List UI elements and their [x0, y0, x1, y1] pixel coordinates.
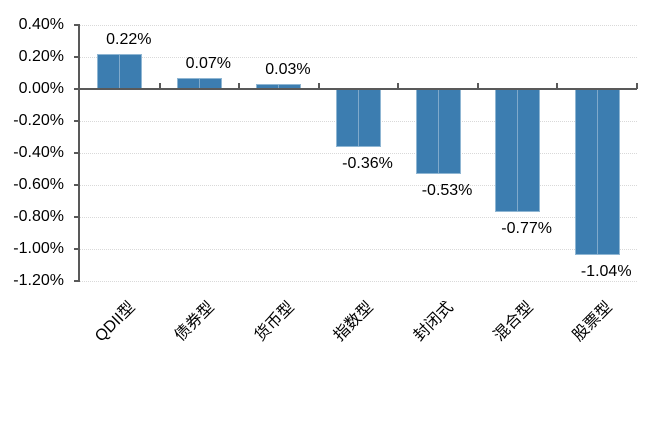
bar	[495, 89, 541, 213]
bar-center-seam	[437, 90, 439, 173]
y-axis-label: -1.20%	[13, 272, 64, 289]
gridline	[80, 57, 637, 58]
x-axis-tick	[397, 83, 400, 89]
data-label: 0.03%	[265, 61, 311, 79]
y-axis-tick	[74, 56, 80, 58]
x-axis-line	[78, 88, 637, 90]
y-axis-tick	[74, 120, 80, 122]
gridline	[80, 281, 637, 282]
gridline	[80, 153, 637, 154]
data-label: -0.36%	[342, 154, 393, 172]
y-axis-label: -0.40%	[13, 144, 64, 161]
bar	[97, 53, 143, 89]
data-label: 0.07%	[185, 54, 232, 72]
data-label: -0.53%	[421, 181, 473, 199]
category-label: 指数型	[331, 298, 378, 345]
gridline	[80, 25, 637, 26]
bar-center-seam	[517, 90, 519, 212]
y-axis-label: -1.00%	[13, 240, 64, 257]
y-axis-tick	[74, 88, 80, 90]
y-axis-label: -0.20%	[13, 112, 64, 129]
y-axis-tick	[74, 24, 80, 26]
bar	[336, 89, 381, 147]
x-axis-tick	[636, 83, 638, 89]
bar-center-seam	[278, 85, 280, 88]
y-axis-label: -0.80%	[13, 208, 64, 225]
gridline	[80, 185, 637, 186]
category-label: 封闭式	[410, 298, 457, 345]
gridline	[80, 249, 637, 250]
y-axis-tick	[74, 152, 80, 154]
category-label: 混合型	[490, 298, 537, 345]
y-axis-label: 0.00%	[18, 80, 64, 97]
x-axis-tick	[317, 83, 320, 89]
y-axis-label: 0.40%	[18, 16, 64, 33]
y-axis-line	[78, 25, 80, 282]
y-axis-tick	[74, 280, 80, 282]
y-axis-label: -0.60%	[13, 176, 64, 193]
data-label: -0.77%	[501, 220, 552, 238]
y-axis-tick	[74, 184, 80, 186]
gridline	[80, 217, 637, 218]
bar-center-seam	[198, 78, 200, 88]
bar-center-seam	[358, 90, 359, 146]
y-axis-label: 0.20%	[18, 48, 64, 65]
category-label: 债券型	[172, 298, 219, 345]
x-axis-tick	[556, 83, 559, 89]
bar	[415, 89, 461, 174]
y-axis-tick	[74, 216, 80, 218]
x-axis-tick	[158, 83, 161, 89]
x-axis-tick	[476, 83, 479, 89]
bar	[574, 89, 620, 256]
bar-center-seam	[596, 90, 598, 255]
x-axis-tick	[238, 83, 241, 89]
data-label: 0.22%	[106, 30, 152, 48]
y-axis-tick	[74, 248, 80, 250]
category-label: 货币型	[251, 298, 298, 345]
data-label: -1.04%	[580, 263, 632, 281]
category-label: QDII型	[91, 298, 139, 346]
bar-center-seam	[119, 54, 121, 88]
category-label: 股票型	[569, 298, 616, 345]
